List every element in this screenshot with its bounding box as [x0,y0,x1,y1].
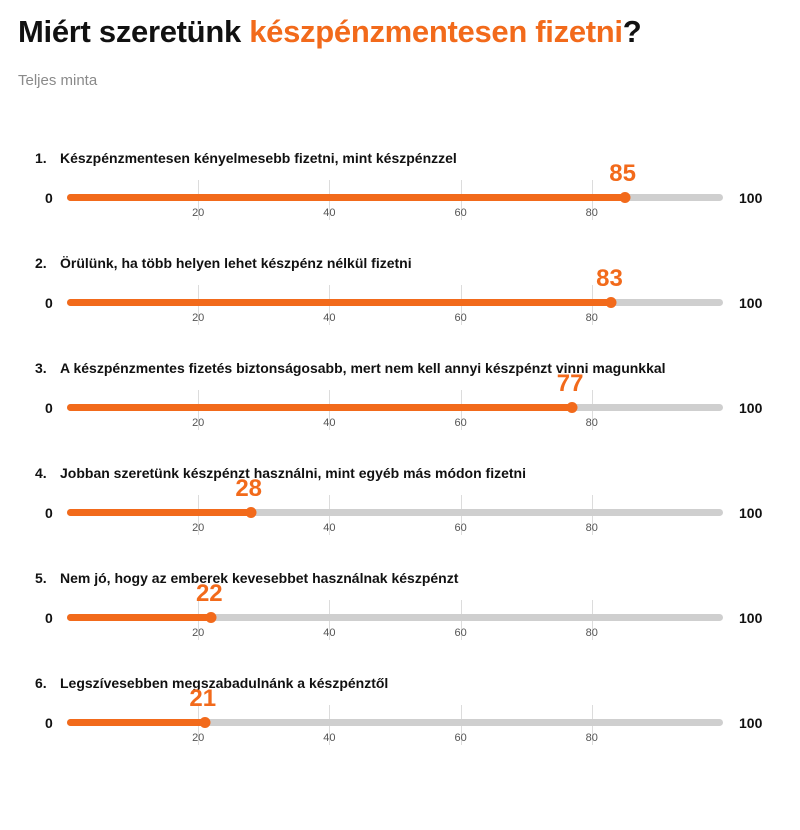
scale-min-label: 0 [45,715,53,731]
bar-track [67,509,723,516]
chart-row: 4. Jobban szeretünk készpénzt használni, … [0,465,800,565]
item-label: 4. Jobban szeretünk készpénzt használni, … [35,465,526,481]
tick-label: 60 [454,207,467,219]
value-label: 83 [596,265,623,292]
item-number: 2. [35,255,47,271]
chart-row: 1. Készpénzmentesen kényelmesebb fizetni,… [0,150,800,250]
bar-fill [67,194,625,201]
title-highlight: készpénzmentesen fizetni [249,14,623,49]
value-label: 77 [556,370,584,397]
item-text: Készpénzmentesen kényelmesebb fizetni, m… [60,150,457,166]
item-label: 3. A készpénzmentes fizetés biztonságosab… [35,360,666,376]
bar-track [67,194,723,201]
chart-row: 5. Nem jó, hogy az emberek kevesebbet has… [0,570,800,670]
tick-label: 80 [585,732,598,744]
title-suffix: ? [622,14,642,49]
bar-fill [67,404,573,411]
scale-max-label: 100 [739,190,763,206]
bar-fill [67,719,205,726]
title-prefix: Miért szeretünk [18,14,250,49]
item-number: 4. [35,465,47,481]
tick-label: 40 [323,312,336,324]
tick-label: 20 [192,732,205,744]
tick-label: 40 [323,627,336,639]
item-label: 2. Örülünk, ha több helyen lehet készpénz… [35,255,412,271]
tick-label: 40 [323,732,336,744]
tick-label: 60 [454,312,467,324]
tick-label: 80 [585,417,598,429]
scale-min-label: 0 [45,295,53,311]
bar-fill [67,299,612,306]
chart-row: 6. Legszívesebben megszabadulnánk a készp… [0,675,800,775]
tick-label: 80 [585,312,598,324]
bar-track [67,614,723,621]
scale-max-label: 100 [739,610,763,626]
tick-label: 60 [454,417,467,429]
tick-label: 80 [585,627,598,639]
item-text: Nem jó, hogy az emberek kevesebbet haszn… [60,570,459,586]
value-marker [245,507,257,518]
tick-label: 60 [454,627,467,639]
tick-label: 80 [585,522,598,534]
tick-label: 80 [585,207,598,219]
chart-row: 2. Örülünk, ha több helyen lehet készpénz… [0,255,800,355]
value-marker [566,402,578,413]
tick-label: 20 [192,627,205,639]
item-label: 5. Nem jó, hogy az emberek kevesebbet has… [35,570,458,586]
value-marker [205,612,217,623]
bar-track [67,299,723,306]
value-marker [605,297,617,308]
bar-fill [67,614,212,621]
scale-min-label: 0 [45,400,53,416]
bar-track [67,404,723,411]
tick-label: 40 [323,522,336,534]
tick-label: 20 [192,312,205,324]
scale-max-label: 100 [739,400,763,416]
bar-fill [67,509,251,516]
tick-label: 60 [454,732,467,744]
tick-label: 40 [323,417,336,429]
item-text: Örülünk, ha több helyen lehet készpénz n… [60,255,412,271]
tick-label: 20 [192,522,205,534]
scale-min-label: 0 [45,190,53,206]
scale-max-label: 100 [739,295,763,311]
bar-track [67,719,723,726]
scale-min-label: 0 [45,610,53,626]
item-number: 5. [35,570,47,586]
value-label: 28 [235,475,263,502]
tick-label: 20 [192,417,205,429]
page-title: Miért szeretünk készpénzmentesen fizetni… [18,14,642,50]
value-marker [619,192,631,203]
chart-row: 3. A készpénzmentes fizetés biztonságosab… [0,360,800,460]
item-text: Legszívesebben megszabadulnánk a készpén… [60,675,389,691]
value-label: 85 [609,160,636,187]
value-label: 21 [189,685,217,712]
item-label: 1. Készpénzmentesen kényelmesebb fizetni,… [35,150,457,166]
item-text: Jobban szeretünk készpénzt használni, mi… [60,465,526,481]
scale-max-label: 100 [739,505,763,521]
value-marker [199,717,211,728]
scale-min-label: 0 [45,505,53,521]
tick-label: 60 [454,522,467,534]
item-number: 1. [35,150,47,166]
item-text: A készpénzmentes fizetés biztonságosabb,… [60,360,666,376]
item-number: 3. [35,360,47,376]
value-label: 22 [195,580,223,607]
tick-label: 40 [323,207,336,219]
tick-label: 20 [192,207,205,219]
item-number: 6. [35,675,47,691]
scale-max-label: 100 [739,715,763,731]
chart-subtitle: Teljes minta [18,72,98,89]
item-label: 6. Legszívesebben megszabadulnánk a készp… [35,675,388,691]
